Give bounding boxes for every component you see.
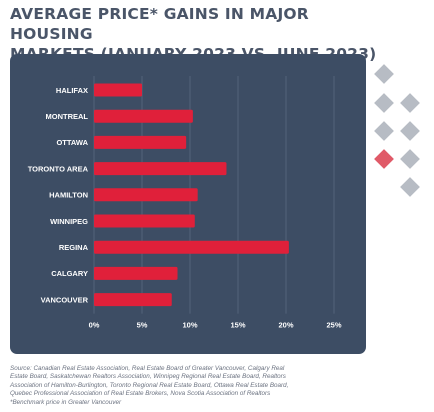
diamond-icon bbox=[374, 64, 394, 84]
diamond-icon bbox=[374, 121, 394, 141]
x-tick-label: 10% bbox=[182, 321, 197, 330]
bar bbox=[94, 162, 227, 176]
decorative-diamonds bbox=[370, 60, 434, 210]
source-note: Source: Canadian Real Estate Association… bbox=[10, 365, 360, 407]
bar bbox=[94, 135, 187, 149]
bar bbox=[94, 214, 195, 228]
source-line: Association of Hamilton-Burlington, Toro… bbox=[10, 381, 289, 389]
bar bbox=[94, 293, 172, 307]
bar bbox=[94, 188, 198, 202]
diamond-icon bbox=[400, 121, 420, 141]
category-label: TORONTO AREA bbox=[28, 164, 89, 173]
category-label: REGINA bbox=[59, 243, 89, 252]
diamond-icon bbox=[400, 177, 420, 197]
source-line: Source: Canadian Real Estate Association… bbox=[10, 365, 285, 372]
category-label: CALGARY bbox=[51, 269, 88, 278]
category-label: HAMILTON bbox=[49, 191, 88, 200]
bar bbox=[94, 266, 178, 280]
source-line: Quebec Professional Association of Real … bbox=[10, 390, 271, 398]
diamond-icon bbox=[400, 93, 420, 113]
category-label: WINNIPEG bbox=[50, 217, 88, 226]
x-tick-label: 0% bbox=[89, 321, 100, 330]
category-label: HALIFAX bbox=[56, 86, 88, 95]
x-tick-label: 20% bbox=[278, 321, 293, 330]
bar bbox=[94, 109, 193, 123]
category-label: MONTREAL bbox=[46, 112, 89, 121]
diamond-icon bbox=[400, 149, 420, 169]
chart-panel: 0% 5% 10% 15% 20% 25% HALIFAX MONTREAL OTTAWA TOR… bbox=[10, 54, 366, 354]
bar bbox=[94, 83, 142, 97]
x-tick-label: 25% bbox=[326, 321, 341, 330]
chart-title-line-1: AVERAGE PRICE* GAINS IN MAJOR HOUSING bbox=[10, 5, 309, 43]
diamond-accent-icon bbox=[374, 149, 394, 169]
benchmark-footnote: *Benchmark price in Greater Vancouver bbox=[10, 398, 122, 406]
bar-chart: 0% 5% 10% 15% 20% 25% HALIFAX MONTREAL OTTAWA TOR… bbox=[28, 76, 342, 330]
source-line: Estate Board, Saskatchewan Realtors Asso… bbox=[10, 373, 286, 381]
category-label: OTTAWA bbox=[56, 138, 88, 147]
x-tick-label: 15% bbox=[230, 321, 245, 330]
category-label: VANCOUVER bbox=[41, 295, 89, 304]
x-tick-label: 5% bbox=[137, 321, 148, 330]
bar bbox=[94, 240, 289, 254]
diamond-icon bbox=[374, 93, 394, 113]
